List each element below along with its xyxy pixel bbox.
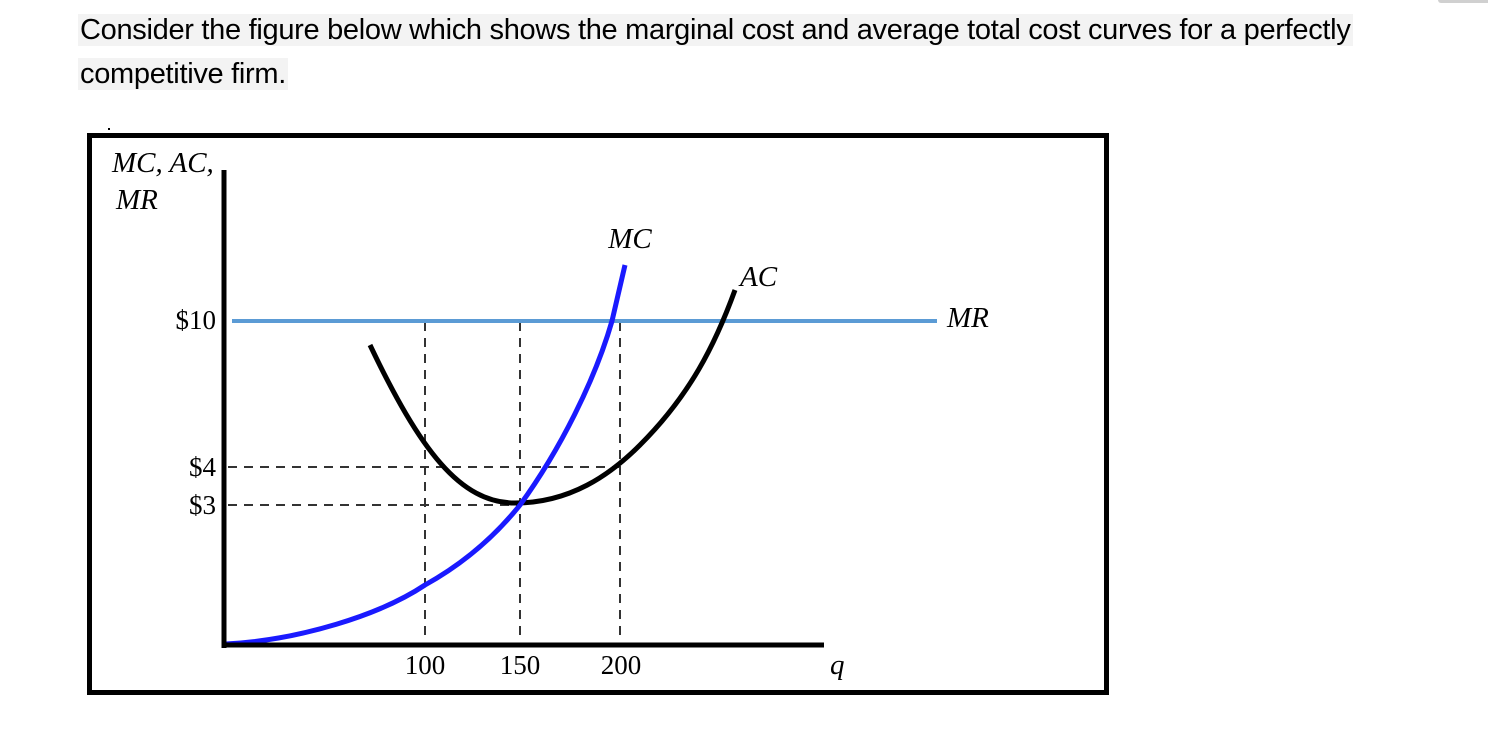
mc-label: MC [607, 223, 652, 255]
x-tick-200: 200 [601, 650, 642, 680]
x-tick-150: 150 [500, 650, 541, 680]
y-tick-10: $10 [176, 305, 217, 335]
guide-lines [228, 322, 621, 640]
ac-label: AC [738, 261, 778, 293]
y-axis-label-line1: MC, AC, [111, 147, 214, 179]
y-tick-3: $3 [189, 490, 216, 520]
x-tick-100: 100 [405, 650, 446, 680]
scrollbar-tab[interactable] [1438, 0, 1488, 3]
y-tick-4: $4 [189, 452, 217, 482]
y-axis-label-line2: MR [115, 184, 158, 216]
stray-dot [108, 128, 110, 130]
mr-label: MR [946, 302, 989, 334]
x-axis-label: q [830, 649, 845, 681]
question-text: Consider the figure below which shows th… [78, 8, 1398, 96]
ac-curve [367, 289, 738, 506]
mc-curve [225, 264, 628, 647]
figure-frame [87, 133, 1109, 695]
